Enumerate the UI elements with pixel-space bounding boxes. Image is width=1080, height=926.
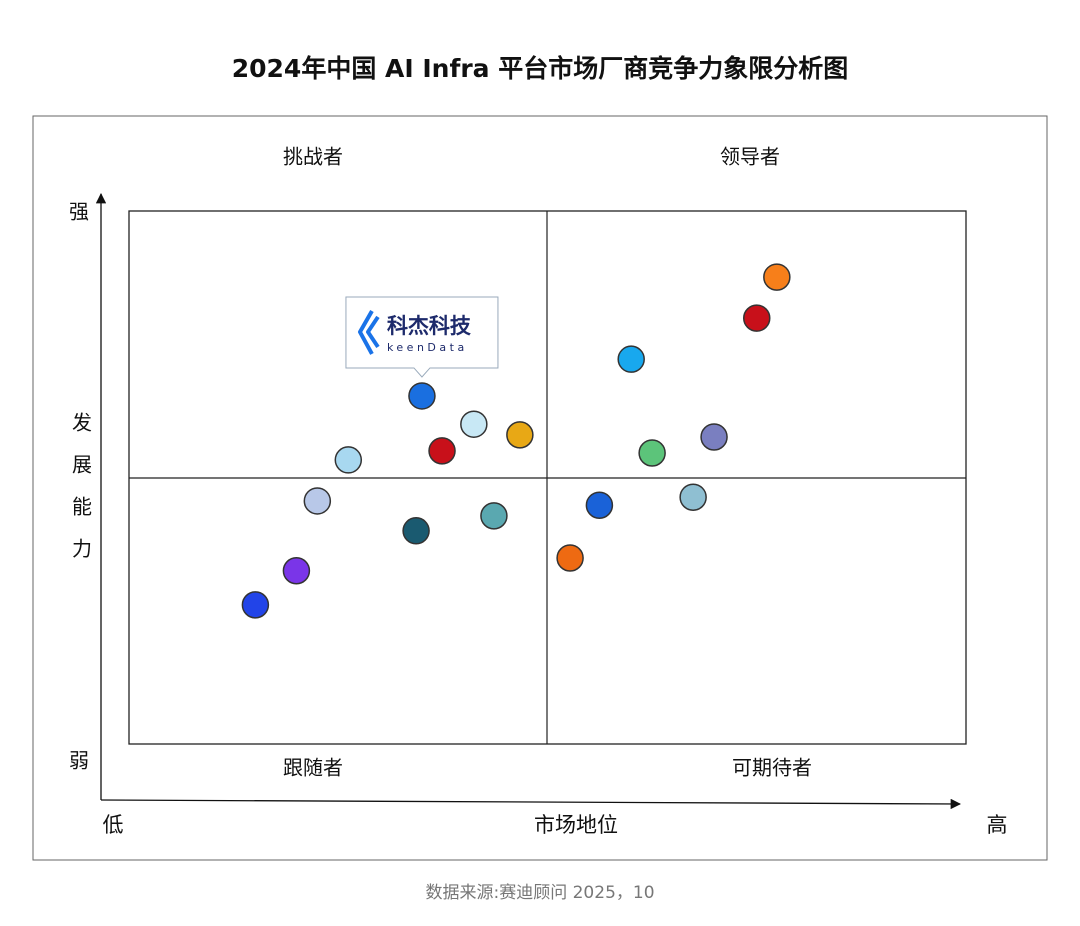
y-axis-low: 弱 — [69, 749, 89, 773]
point — [679, 483, 707, 511]
point — [700, 423, 728, 451]
x-axis-label: 市场地位 — [534, 813, 618, 837]
quadrant-label: 可期待者 — [732, 756, 812, 780]
quadrant-label: 跟随者 — [283, 756, 343, 780]
source: 数据来源:赛迪顾问 2025，10 — [425, 882, 654, 903]
point — [402, 517, 430, 545]
callout: 科杰科技 keenData — [345, 296, 499, 378]
logo-icon — [357, 309, 380, 355]
x-axis-high: 高 — [987, 813, 1008, 837]
x-axis — [100, 798, 962, 810]
point — [617, 345, 645, 373]
point — [763, 263, 791, 291]
point — [506, 421, 534, 449]
quadrant-label: 挑战者 — [283, 145, 343, 169]
point — [241, 591, 270, 619]
y-axis-high: 强 — [69, 200, 89, 224]
point — [460, 410, 488, 438]
point — [282, 557, 311, 585]
callout-box — [345, 296, 499, 378]
y-axis-label: 发展能力 — [69, 412, 93, 580]
point — [743, 304, 771, 332]
point — [428, 437, 456, 465]
chart-title: 2024年中国 AI Infra 平台市场厂商竞争力象限分析图 — [232, 54, 849, 83]
point — [303, 487, 332, 515]
point — [638, 439, 666, 467]
point — [334, 446, 363, 474]
point — [480, 502, 508, 530]
point — [556, 544, 584, 572]
logo-name: 科杰科技 — [387, 314, 472, 338]
point — [408, 382, 436, 410]
frame — [32, 115, 1048, 861]
quadrant-label: 领导者 — [720, 145, 780, 169]
logo-subname: keenData — [387, 341, 468, 354]
point — [585, 491, 614, 519]
x-axis-low: 低 — [103, 813, 124, 837]
